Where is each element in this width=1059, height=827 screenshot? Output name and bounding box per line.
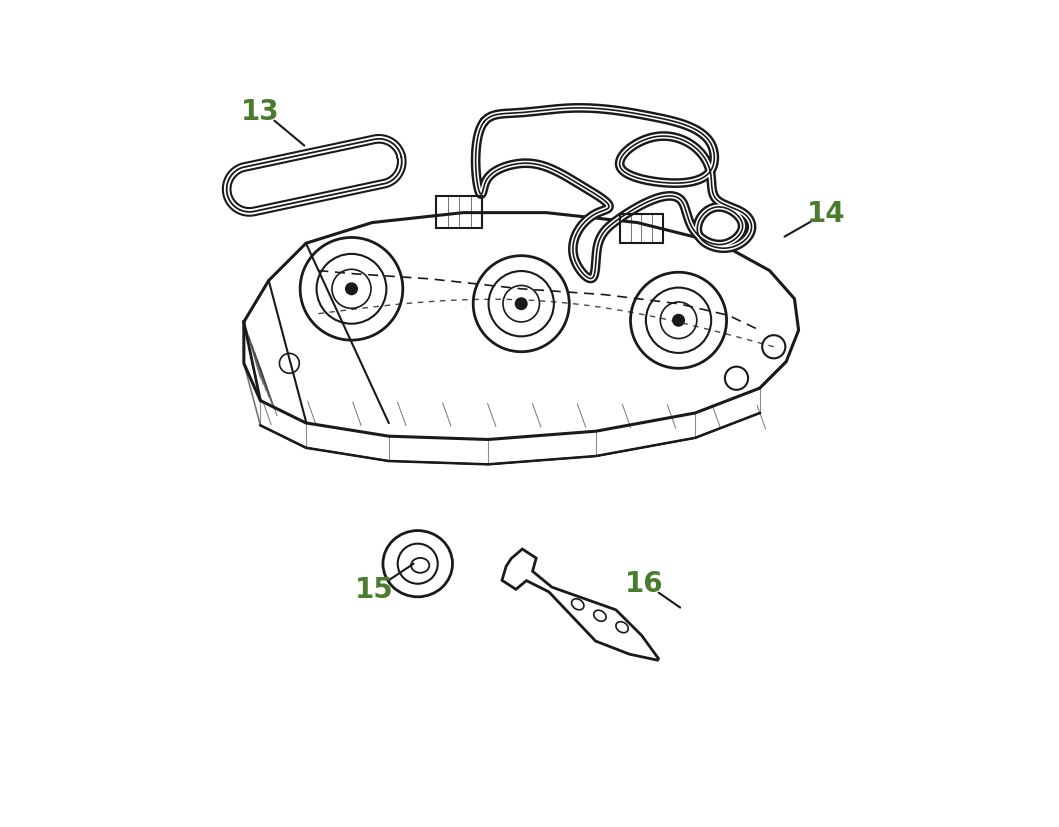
Circle shape — [672, 315, 684, 327]
Text: 13: 13 — [241, 98, 280, 126]
Circle shape — [345, 284, 357, 295]
Text: 15: 15 — [355, 575, 393, 603]
Text: 16: 16 — [625, 569, 663, 597]
Text: 14: 14 — [807, 199, 845, 227]
Circle shape — [516, 299, 527, 310]
